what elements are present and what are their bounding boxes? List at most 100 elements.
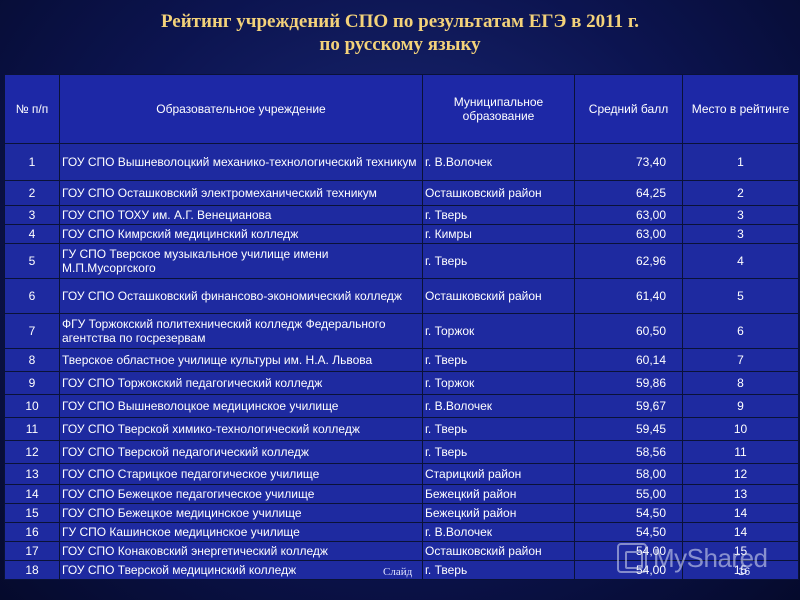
row-institution: ГОУ СПО Старицкое педагогическое училище: [59, 463, 423, 485]
row-number: 8: [4, 348, 60, 372]
row-number: 4: [4, 224, 60, 244]
page-number: 16: [738, 566, 751, 578]
row-municipality: г. Тверь: [422, 205, 575, 225]
row-average-score: 54,50: [574, 522, 683, 542]
row-municipality: г. В.Волочек: [422, 394, 575, 418]
row-number: 16: [4, 522, 60, 542]
row-municipality: г. Тверь: [422, 560, 575, 580]
row-average-score: 59,45: [574, 417, 683, 441]
table-row: 4 ГОУ СПО Кимрский медицинский колледж г. …: [4, 224, 799, 244]
table-row: 17 ГОУ СПО Конаковский энергетический кол…: [4, 541, 799, 561]
slide-label: Слайд: [383, 566, 413, 578]
row-municipality: г. Тверь: [422, 348, 575, 372]
table-row: 18 ГОУ СПО Тверской медицинский колледж г.…: [4, 560, 799, 580]
table-row: 9 ГОУ СПО Торжокский педагогический колле…: [4, 371, 799, 395]
row-institution: ГОУ СПО ТОХУ им. А.Г. Венецианова: [59, 205, 423, 225]
row-municipality: г. Тверь: [422, 417, 575, 441]
row-institution: ГОУ СПО Тверской медицинский колледж: [59, 560, 423, 580]
header-municipality: Муниципальное образование: [422, 74, 575, 144]
row-average-score: 55,00: [574, 484, 683, 504]
row-number: 5: [4, 243, 60, 279]
row-institution: ГОУ СПО Бежецкое педагогическое училище: [59, 484, 423, 504]
table-row: 5 ГУ СПО Тверское музыкальное училище име…: [4, 243, 799, 279]
header-number: № п/п: [4, 74, 60, 144]
row-average-score: 54,50: [574, 503, 683, 523]
row-number: 14: [4, 484, 60, 504]
row-institution: ГОУ СПО Тверской химико-технологический …: [59, 417, 423, 441]
row-average-score: 58,56: [574, 440, 683, 464]
row-municipality: Старицкий район: [422, 463, 575, 485]
row-rank: 5: [682, 278, 799, 314]
row-rank: 15: [682, 541, 799, 561]
row-rank: 1: [682, 143, 799, 181]
header-average-score: Средний балл: [574, 74, 683, 144]
table-header-row: № п/п Образовательное учреждение Муницип…: [4, 74, 799, 144]
row-institution: ГУ СПО Тверское музыкальное училище имен…: [59, 243, 423, 279]
row-rank: 13: [682, 484, 799, 504]
row-municipality: г. Тверь: [422, 440, 575, 464]
row-rank: 2: [682, 180, 799, 206]
title-line-2: по русскому языку: [319, 34, 481, 55]
row-average-score: 61,40: [574, 278, 683, 314]
header-institution: Образовательное учреждение: [59, 74, 423, 144]
row-municipality: г. В.Волочек: [422, 522, 575, 542]
table-row: 1 ГОУ СПО Вышневолоцкий механико-технолог…: [4, 143, 799, 181]
row-average-score: 59,67: [574, 394, 683, 418]
table-row: 12 ГОУ СПО Тверской педагогический коллед…: [4, 440, 799, 464]
row-number: 2: [4, 180, 60, 206]
row-average-score: 62,96: [574, 243, 683, 279]
row-rank: 8: [682, 371, 799, 395]
watermark: MyShared: [617, 540, 787, 576]
row-number: 17: [4, 541, 60, 561]
row-institution: ГОУ СПО Кимрский медицинский колледж: [59, 224, 423, 244]
row-municipality: Бежецкий район: [422, 484, 575, 504]
row-average-score: 60,14: [574, 348, 683, 372]
row-rank: 3: [682, 205, 799, 225]
table-row: 13 ГОУ СПО Старицкое педагогическое учили…: [4, 463, 799, 485]
row-number: 1: [4, 143, 60, 181]
row-average-score: 64,25: [574, 180, 683, 206]
watermark-text: MyShared: [653, 542, 768, 573]
row-rank: 9: [682, 394, 799, 418]
row-rank: 10: [682, 417, 799, 441]
row-number: 9: [4, 371, 60, 395]
row-institution: ГОУ СПО Бежецкое медицинское училище: [59, 503, 423, 523]
row-number: 12: [4, 440, 60, 464]
table-row: 6 ГОУ СПО Осташковский финансово-экономич…: [4, 278, 799, 314]
row-average-score: 73,40: [574, 143, 683, 181]
row-institution: ГУ СПО Кашинское медицинское училище: [59, 522, 423, 542]
row-institution: ГОУ СПО Вышневолоцкое медицинское училищ…: [59, 394, 423, 418]
row-average-score: 60,50: [574, 313, 683, 349]
row-number: 6: [4, 278, 60, 314]
row-municipality: г. В.Волочек: [422, 143, 575, 181]
row-institution: ГОУ СПО Осташковский электромеханический…: [59, 180, 423, 206]
row-institution: ФГУ Торжокский политехнический колледж Ф…: [59, 313, 423, 349]
row-rank: 7: [682, 348, 799, 372]
row-number: 13: [4, 463, 60, 485]
table-row: 3 ГОУ СПО ТОХУ им. А.Г. Венецианова г. Тве…: [4, 205, 799, 225]
row-municipality: г. Торжок: [422, 371, 575, 395]
table-row: 14 ГОУ СПО Бежецкое педагогическое училищ…: [4, 484, 799, 504]
slide-title: Рейтинг учреждений СПО по результатам ЕГ…: [0, 10, 800, 56]
row-municipality: Осташковский район: [422, 180, 575, 206]
row-number: 10: [4, 394, 60, 418]
row-municipality: Осташковский район: [422, 541, 575, 561]
row-municipality: г. Торжок: [422, 313, 575, 349]
row-institution: ГОУ СПО Тверской педагогический колледж: [59, 440, 423, 464]
row-number: 15: [4, 503, 60, 523]
row-municipality: г. Тверь: [422, 243, 575, 279]
row-rank: 4: [682, 243, 799, 279]
table-row: 15 ГОУ СПО Бежецкое медицинское училище Бе…: [4, 503, 799, 523]
row-rank: 15: [682, 560, 799, 580]
row-average-score: 58,00: [574, 463, 683, 485]
row-average-score: 63,00: [574, 224, 683, 244]
row-municipality: г. Кимры: [422, 224, 575, 244]
title-line-1: Рейтинг учреждений СПО по результатам ЕГ…: [160, 11, 640, 32]
row-rank: 14: [682, 522, 799, 542]
rating-table: № п/п Образовательное учреждение Муницип…: [4, 74, 799, 580]
table-row: 10 ГОУ СПО Вышневолоцкое медицинское учил…: [4, 394, 799, 418]
row-institution: ГОУ СПО Осташковский финансово-экономиче…: [59, 278, 423, 314]
row-number: 18: [4, 560, 60, 580]
row-institution: ГОУ СПО Конаковский энергетический колле…: [59, 541, 423, 561]
table-row: 7 ФГУ Торжокский политехнический колледж …: [4, 313, 799, 349]
